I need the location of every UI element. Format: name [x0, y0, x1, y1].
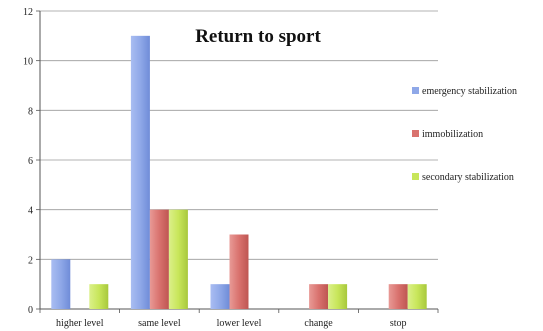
y-tick-label: 12	[23, 7, 33, 18]
chart-title: Return to sport	[195, 26, 321, 47]
bar-immobilization-lower-level	[229, 234, 249, 309]
legend-label: immobilization	[422, 129, 483, 140]
legend-swatch	[412, 173, 419, 180]
bar-immobilization-same-level	[149, 209, 169, 309]
bar-secondary-stabilization-higher-level	[89, 284, 109, 309]
bar-secondary-stabilization-stop	[407, 284, 427, 309]
x-category-label: change	[304, 318, 333, 329]
bar-immobilization-change	[309, 284, 329, 309]
legend-swatch	[412, 130, 419, 137]
legend-swatch	[412, 87, 419, 94]
y-tick-label: 6	[28, 156, 33, 167]
legend-label: emergency stabilization	[422, 86, 517, 97]
x-category-label: stop	[390, 318, 407, 329]
bar-secondary-stabilization-change	[328, 284, 348, 309]
legend: emergency stabilization immobilization sec…	[412, 86, 517, 183]
gridlines	[40, 10, 438, 260]
y-tick-label: 4	[28, 206, 33, 217]
bar-emergency-stabilization-lower-level	[210, 284, 230, 309]
x-category-label: lower level	[217, 318, 262, 329]
y-tick-label: 8	[28, 106, 33, 117]
bar-emergency-stabilization-higher-level	[51, 259, 71, 309]
legend-label: secondary stabilization	[422, 172, 514, 183]
y-tick-label: 10	[23, 57, 33, 68]
x-category-label: same level	[138, 318, 181, 329]
y-tick-label: 2	[28, 255, 33, 266]
bars	[51, 35, 427, 309]
y-tick-label: 0	[28, 305, 33, 316]
x-category-label: higher level	[56, 318, 104, 329]
labels: 0 2 4 6 8 10 12 higher level same level lower lev…	[23, 7, 407, 329]
bar-emergency-stabilization-same-level	[130, 35, 150, 309]
bar-immobilization-stop	[388, 284, 408, 309]
bar-secondary-stabilization-same-level	[168, 209, 188, 309]
